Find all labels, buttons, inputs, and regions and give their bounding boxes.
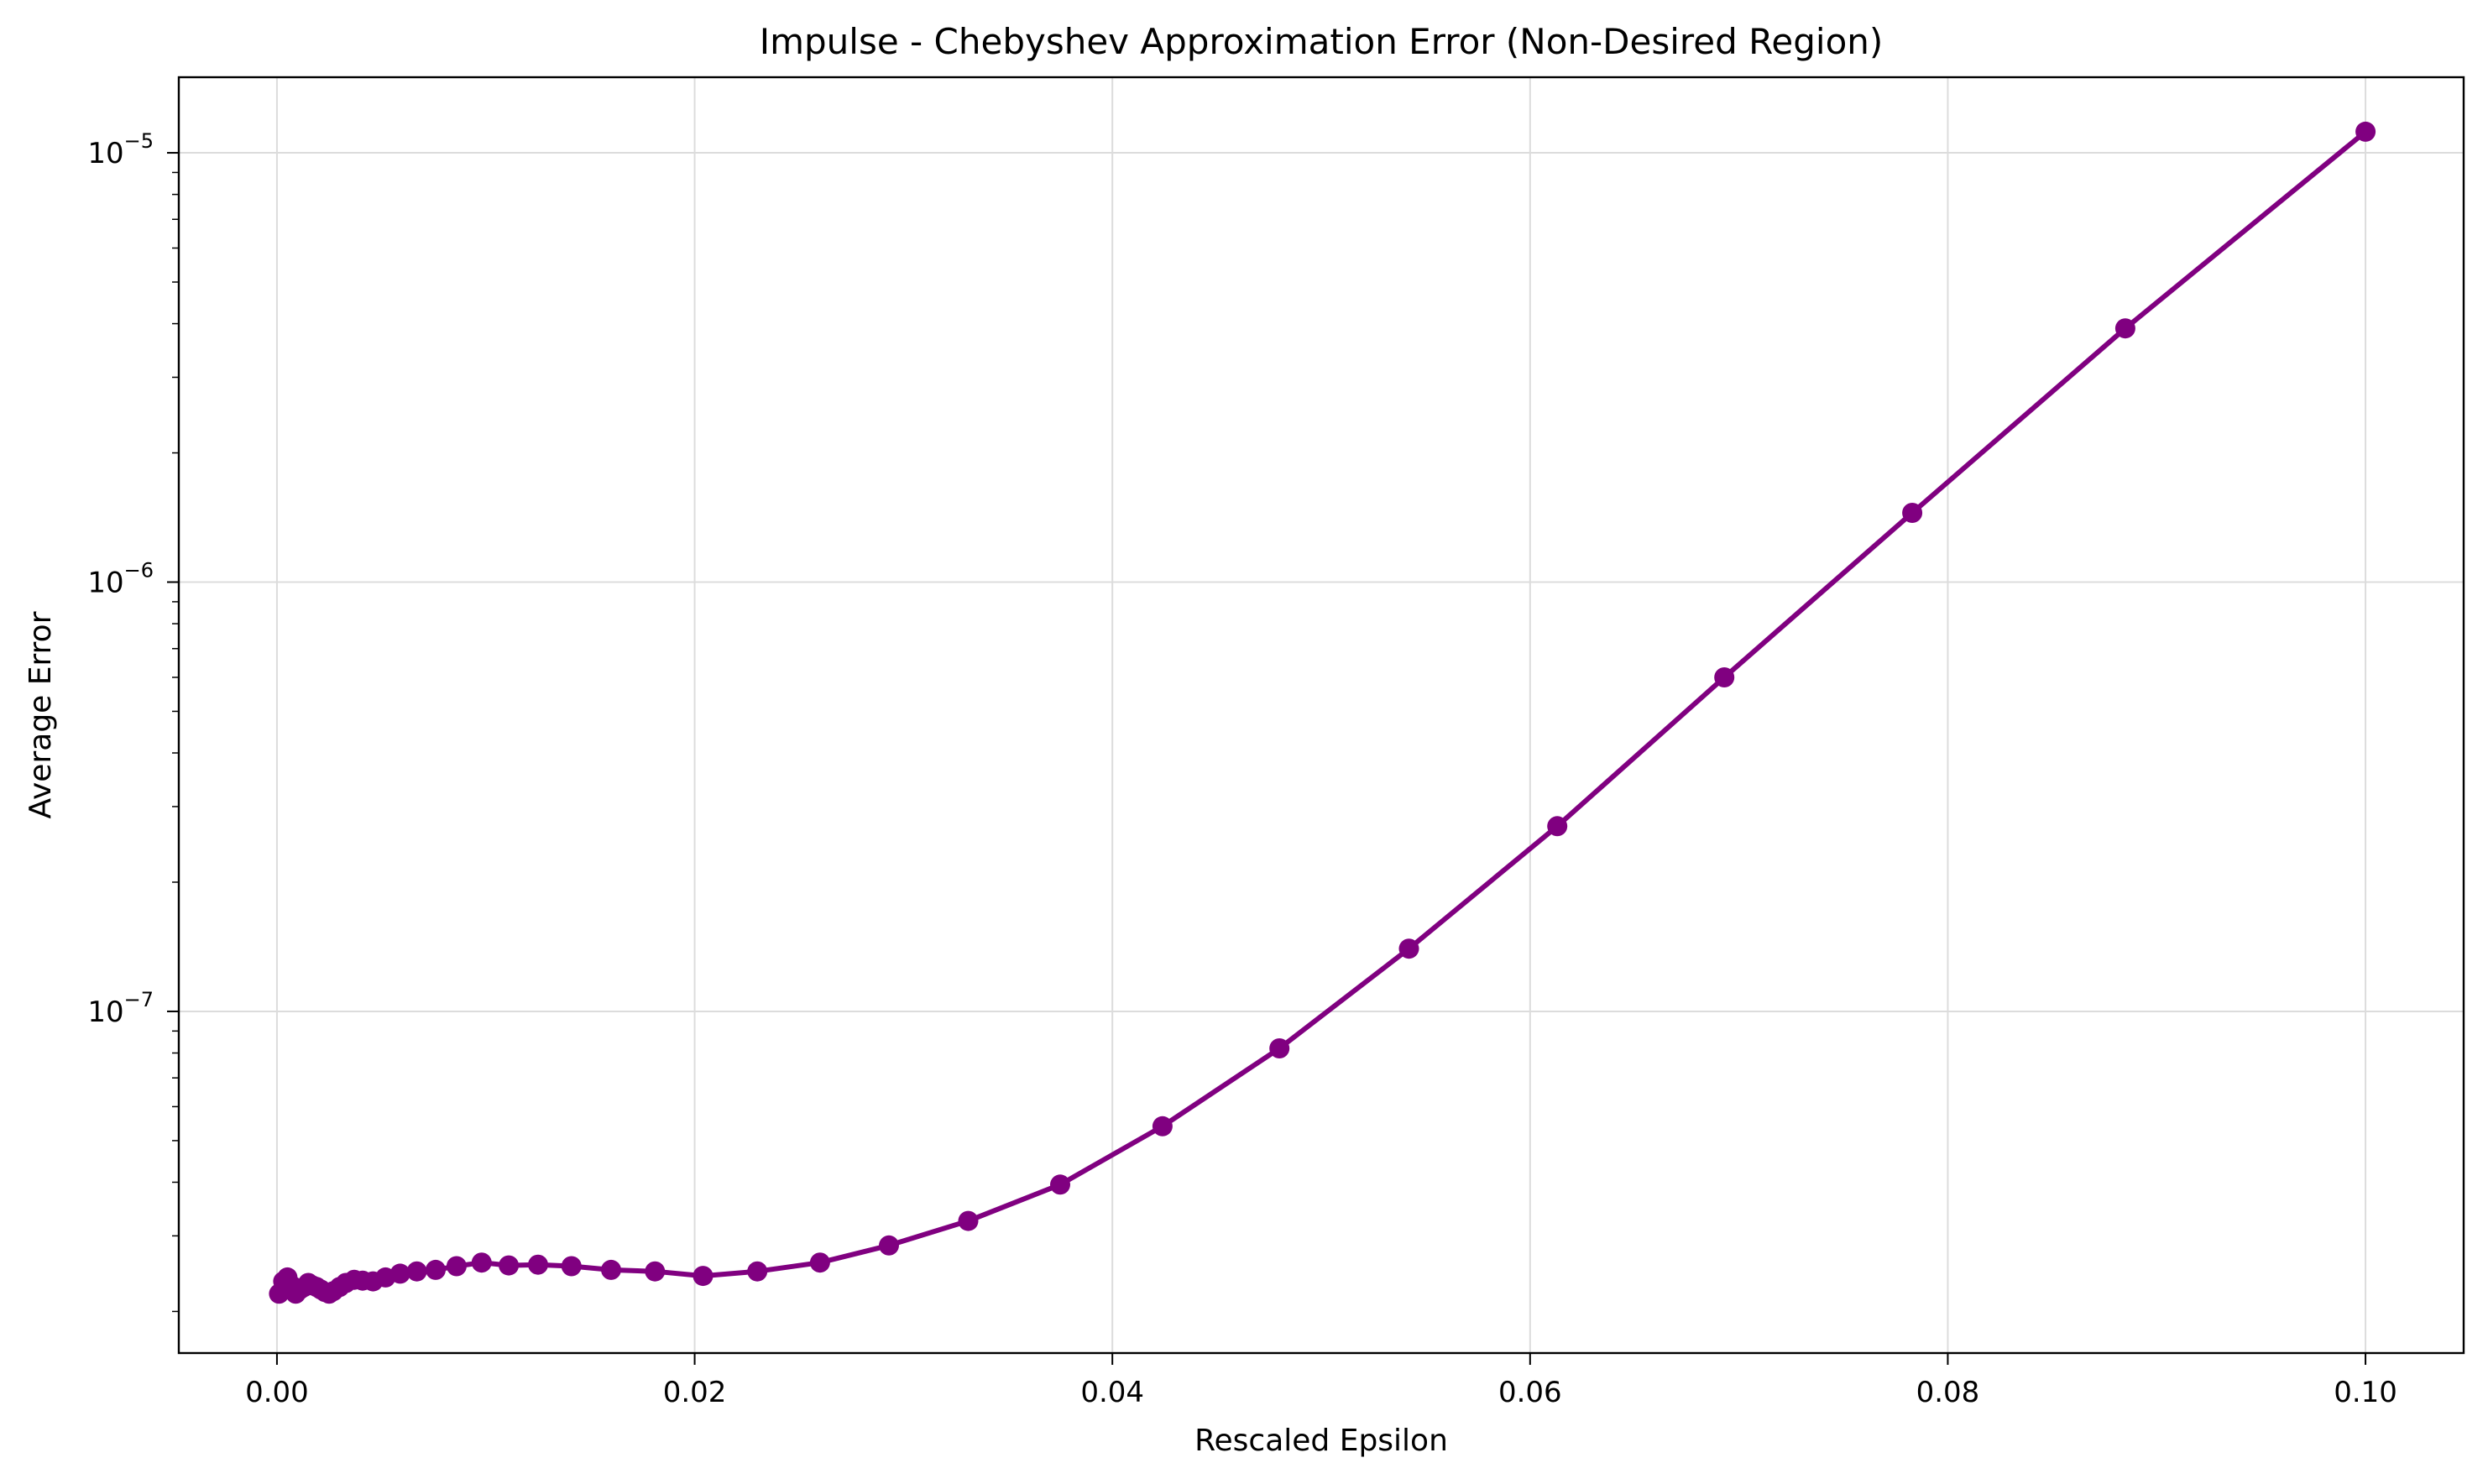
chart-title: Impulse - Chebyshev Approximation Error … — [760, 21, 1884, 62]
x-tick-label: 0.04 — [1080, 1376, 1144, 1409]
data-point — [747, 1261, 768, 1282]
data-point — [1152, 1116, 1173, 1137]
y-tick-label-exponent: −5 — [124, 129, 154, 153]
x-tick-label: 0.06 — [1498, 1376, 1562, 1409]
data-point — [958, 1210, 979, 1231]
data-point — [1714, 667, 1735, 687]
y-tick-label-base: 10 — [87, 137, 123, 170]
x-tick-label: 0.00 — [245, 1376, 309, 1409]
data-point — [471, 1252, 492, 1273]
data-point — [809, 1252, 830, 1273]
data-point — [2355, 121, 2376, 142]
data-point — [2114, 318, 2135, 339]
data-point — [693, 1266, 713, 1287]
data-point — [601, 1259, 621, 1280]
data-point — [406, 1261, 427, 1282]
grid — [179, 77, 2464, 1353]
data-point — [1269, 1038, 1290, 1058]
data-point — [446, 1256, 467, 1277]
y-tick-label: 10−5 — [87, 129, 154, 170]
x-tick-label: 0.02 — [663, 1376, 727, 1409]
data-point — [1902, 503, 1923, 523]
y-axis-label: Average Error — [24, 611, 58, 818]
x-axis-label: Rescaled Epsilon — [1194, 1424, 1448, 1458]
data-point — [879, 1235, 899, 1256]
y-tick-label-base: 10 — [87, 995, 123, 1029]
plot-frame — [177, 76, 2465, 1355]
y-tick-label-exponent: −6 — [124, 559, 154, 583]
data-point — [561, 1256, 582, 1277]
data-point — [528, 1254, 548, 1275]
data-point — [389, 1263, 410, 1284]
y-tick-label-exponent: −7 — [124, 988, 154, 1011]
x-tick-label: 0.08 — [1916, 1376, 1980, 1409]
y-tick-label-base: 10 — [87, 567, 123, 600]
y-tick-label: 10−6 — [87, 559, 154, 600]
data-point — [426, 1259, 446, 1280]
series-layer — [269, 121, 2376, 1304]
y-tick-label: 10−7 — [87, 988, 154, 1029]
x-tick-label: 0.10 — [2334, 1376, 2397, 1409]
data-point — [1547, 816, 1568, 837]
data-point — [1050, 1174, 1070, 1195]
data-point — [1398, 938, 1419, 959]
data-point — [499, 1255, 520, 1276]
data-point — [645, 1261, 666, 1282]
